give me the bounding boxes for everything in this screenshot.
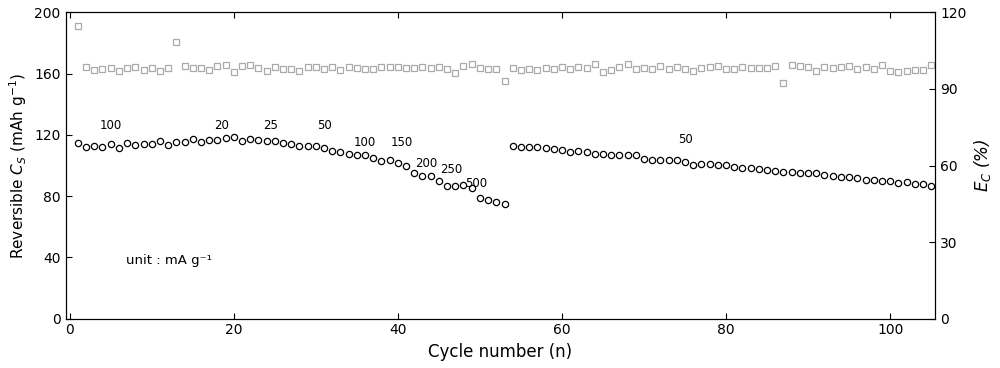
Y-axis label: $E_C$ (%): $E_C$ (%) (972, 139, 993, 192)
Text: 100: 100 (100, 119, 122, 132)
Text: 25: 25 (263, 119, 278, 132)
X-axis label: Cycle number (n): Cycle number (n) (428, 343, 572, 361)
Text: 50: 50 (317, 119, 331, 132)
Text: 500: 500 (465, 177, 487, 190)
Y-axis label: Reversible $C_S$ (mAh g$^{-1}$): Reversible $C_S$ (mAh g$^{-1}$) (7, 72, 29, 259)
Text: 100: 100 (354, 136, 376, 149)
Text: 200: 200 (415, 157, 438, 170)
Text: 150: 150 (391, 136, 413, 149)
Text: unit : mA g⁻¹: unit : mA g⁻¹ (126, 254, 212, 267)
Text: 50: 50 (678, 132, 692, 146)
Text: 20: 20 (214, 119, 229, 132)
Text: 250: 250 (440, 163, 462, 176)
